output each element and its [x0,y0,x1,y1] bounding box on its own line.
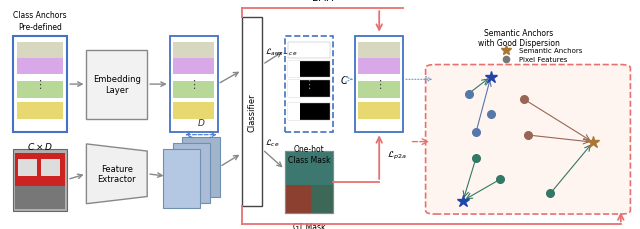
Text: $D$: $D$ [196,116,205,127]
Bar [41,159,60,177]
Text: Class Mask: Class Mask [287,156,330,165]
Bar [288,104,330,120]
Bar [173,103,214,119]
Text: Embedding
Layer: Embedding Layer [93,75,141,94]
Bar [285,151,333,213]
Bar [285,185,311,213]
Text: ⋮: ⋮ [35,80,45,90]
Bar [15,187,65,210]
Bar [288,81,300,97]
Text: Feature
Extractor: Feature Extractor [97,164,136,184]
Bar [173,59,214,75]
Text: ⋮: ⋮ [303,80,314,90]
Bar [86,50,147,119]
Text: Pre-defined: Pre-defined [18,23,62,32]
Text: $\mathcal{L}_{ce}$: $\mathcal{L}_{ce}$ [265,136,280,148]
Bar [358,103,400,119]
Bar [355,37,403,133]
Text: Semantic Anchors
with Good Dispersion: Semantic Anchors with Good Dispersion [478,29,559,48]
Bar [288,42,330,59]
Text: $C\times D$: $C\times D$ [27,140,53,151]
Bar [288,62,330,78]
Text: ⋮: ⋮ [188,80,199,90]
Bar [17,59,63,75]
Bar [173,42,214,59]
Bar [358,59,400,75]
Text: ⋮: ⋮ [374,80,385,90]
Text: EMA: EMA [312,0,333,3]
Bar [15,153,65,189]
Bar [13,37,67,133]
Bar [173,82,214,98]
Text: Semantic Anchors: Semantic Anchors [518,47,582,53]
Text: $\mathcal{L}_{aux-ce}$: $\mathcal{L}_{aux-ce}$ [265,46,298,58]
Bar [288,104,300,120]
Polygon shape [182,137,220,197]
Bar [17,82,63,98]
Bar [13,149,67,211]
Bar [311,185,333,213]
Text: Classifier: Classifier [248,93,257,131]
Bar [285,151,333,185]
Bar [18,159,37,177]
Bar [17,103,63,119]
Bar [358,42,400,59]
Text: Class Anchors: Class Anchors [13,11,67,19]
Bar [288,81,330,97]
Text: $\mathcal{L}_{p2a}$: $\mathcal{L}_{p2a}$ [387,150,406,162]
Bar [285,151,333,213]
Text: $C$: $C$ [340,74,349,86]
FancyBboxPatch shape [426,65,630,214]
Bar [288,62,300,78]
Text: One-hot: One-hot [293,144,324,153]
Bar [242,18,262,206]
Polygon shape [173,143,210,203]
Bar [170,37,218,133]
Text: GT Mask: GT Mask [292,222,325,229]
Bar [17,42,63,59]
Bar [358,82,400,98]
Bar [285,37,333,133]
Polygon shape [86,144,147,204]
Polygon shape [163,149,200,208]
Text: Pixel Features: Pixel Features [518,57,567,63]
